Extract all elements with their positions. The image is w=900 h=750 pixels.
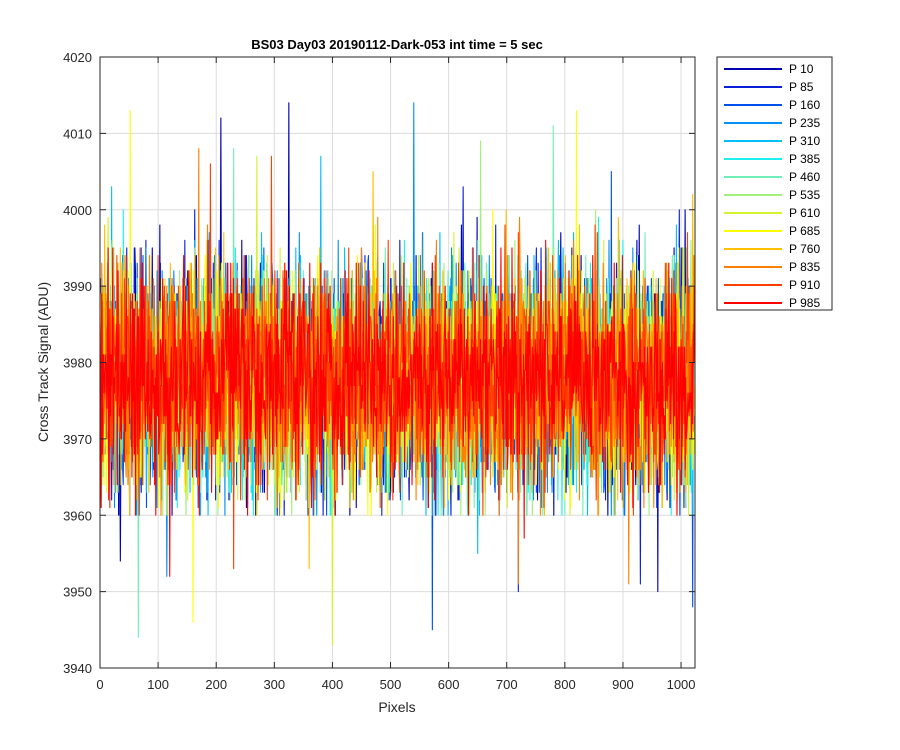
y-tick-label: 3950 (63, 585, 92, 600)
legend-label: P 910 (789, 278, 820, 292)
x-tick-label: 0 (96, 677, 103, 692)
x-tick-label: 100 (147, 677, 169, 692)
x-tick-label: 200 (205, 677, 227, 692)
x-tick-label: 300 (263, 677, 285, 692)
legend: P 10 P 85 P 160 P 235 P 310 P 385 P 460 P 535 P … (716, 56, 833, 311)
legend-label: P 235 (789, 116, 820, 130)
legend-label: P 835 (789, 260, 820, 274)
legend-label: P 985 (789, 296, 820, 310)
y-tick-label: 4000 (63, 203, 92, 218)
axis-ticks: 0 100 200 300 400 500 600 700 800 900 1000 3940 3950… (63, 50, 695, 692)
x-tick-label: 500 (380, 677, 402, 692)
x-tick-label: 400 (322, 677, 344, 692)
legend-label: P 10 (789, 62, 814, 76)
x-tick-label: 1000 (667, 677, 696, 692)
y-tick-label: 4010 (63, 126, 92, 141)
series-line-p-985 (99, 239, 695, 577)
legend-label: P 310 (789, 134, 820, 148)
legend-label: P 460 (789, 170, 820, 184)
x-axis-label: Pixels (378, 699, 415, 715)
legend-label: P 685 (789, 224, 820, 238)
x-tick-label: 700 (496, 677, 518, 692)
y-axis-label: Cross Track Signal (ADU) (35, 282, 51, 442)
y-tick-label: 3970 (63, 432, 92, 447)
chart-title: BS03 Day03 20190112-Dark-053 int time = … (251, 37, 543, 52)
x-tick-label: 800 (554, 677, 576, 692)
y-tick-label: 3980 (63, 356, 92, 371)
y-tick-label: 3960 (63, 508, 92, 523)
y-tick-label: 3940 (63, 661, 92, 676)
legend-label: P 160 (789, 98, 820, 112)
legend-label: P 535 (789, 188, 820, 202)
y-tick-label: 3990 (63, 279, 92, 294)
legend-label: P 610 (789, 206, 820, 220)
legend-label: P 385 (789, 152, 820, 166)
legend-label: P 85 (789, 80, 814, 94)
y-tick-label: 4020 (63, 50, 92, 65)
x-tick-label: 900 (612, 677, 634, 692)
legend-label: P 760 (789, 242, 820, 256)
x-tick-label: 600 (438, 677, 460, 692)
series-layer (99, 102, 695, 646)
